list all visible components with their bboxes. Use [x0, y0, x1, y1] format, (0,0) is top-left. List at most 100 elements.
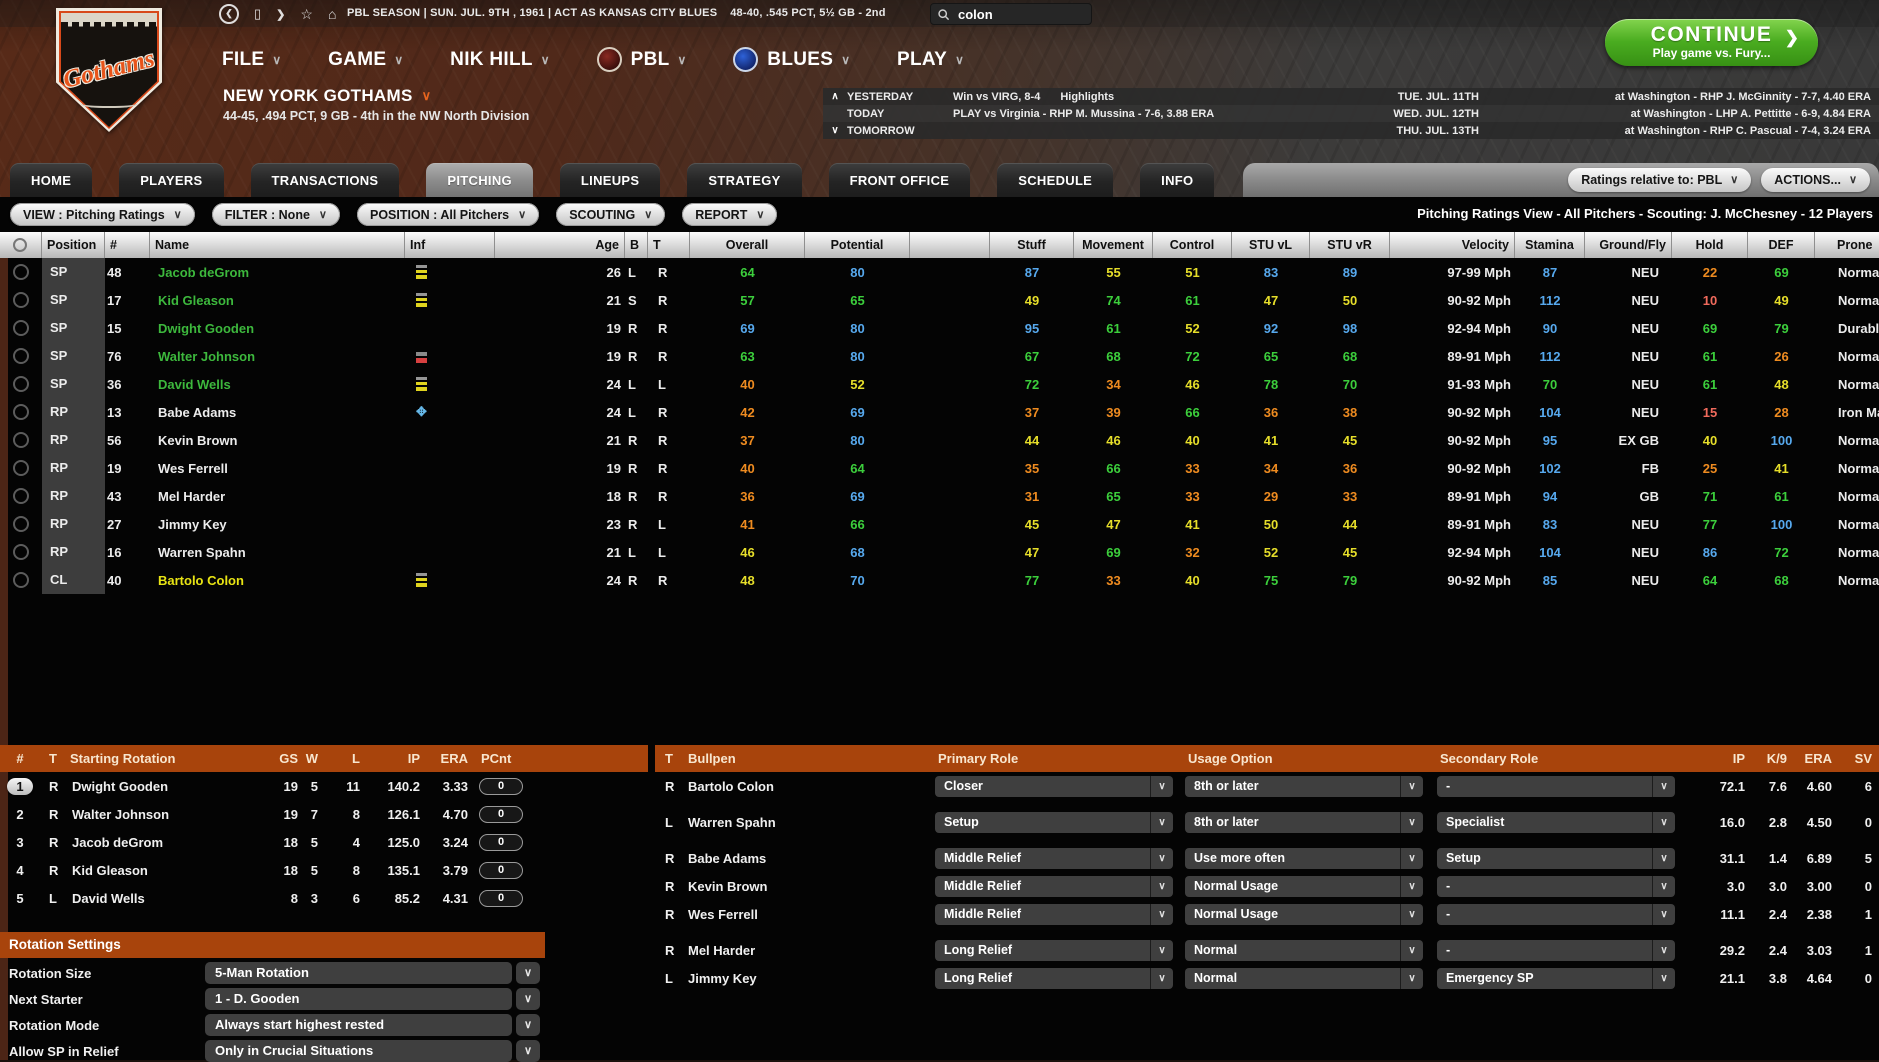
rotation-slot-number[interactable]: 4	[16, 862, 24, 878]
table-row[interactable]: RP 13 Babe Adams 24 L R 42 69 37 39 66 3…	[0, 398, 1879, 426]
player-name[interactable]: Babe Adams	[688, 850, 767, 866]
filter-dropdown-button[interactable]: FILTER : None	[211, 203, 340, 226]
column-header[interactable]: Movement	[1074, 232, 1153, 258]
column-header[interactable]: Age	[495, 232, 625, 258]
tab[interactable]: HOME	[10, 163, 93, 197]
rotation-slot-number[interactable]: 1	[7, 777, 33, 795]
player-name[interactable]: Warren Spahn	[158, 544, 246, 560]
row-select-radio[interactable]	[13, 264, 29, 280]
filter-dropdown-button[interactable]: VIEW : Pitching Ratings	[10, 203, 195, 226]
chevron-down-icon[interactable]	[516, 1040, 540, 1062]
table-row[interactable]: RP 19 Wes Ferrell 19 R R 40 64 35 66 33 …	[0, 454, 1879, 482]
column-header[interactable]: STU vR	[1310, 232, 1390, 258]
column-header[interactable]: Hold	[1672, 232, 1748, 258]
rotation-slot-number[interactable]: 2	[16, 806, 24, 822]
column-header[interactable]: Position	[42, 232, 105, 258]
tab[interactable]: SCHEDULE	[997, 163, 1114, 197]
column-header[interactable]	[0, 232, 42, 258]
bullpen-row[interactable]: R Wes Ferrell Middle Relief Normal Usage…	[655, 900, 1879, 928]
player-name[interactable]: Jimmy Key	[158, 516, 227, 532]
usage-option-dropdown[interactable]: 8th or later	[1185, 811, 1423, 833]
usage-option-dropdown[interactable]: Use more often	[1185, 847, 1423, 869]
primary-role-dropdown[interactable]: Middle Relief	[935, 903, 1173, 925]
row-select-radio[interactable]	[13, 488, 29, 504]
table-row[interactable]: SP 17 Kid Gleason 21 S R 57 65 49 74 61 …	[0, 286, 1879, 314]
primary-role-dropdown[interactable]: Middle Relief	[935, 847, 1173, 869]
secondary-role-dropdown[interactable]: -	[1437, 875, 1675, 897]
table-row[interactable]: SP 36 David Wells 24 L L 40 52 72 34 46 …	[0, 370, 1879, 398]
table-row[interactable]: RP 56 Kevin Brown 21 R R 37 80 44 46 40 …	[0, 426, 1879, 454]
bullpen-row[interactable]: R Bartolo Colon Closer 8th or later - 72…	[655, 772, 1879, 800]
player-name[interactable]: Kevin Brown	[158, 432, 238, 448]
column-header[interactable]: Inf	[405, 232, 495, 258]
row-select-radio[interactable]	[13, 516, 29, 532]
menu-item[interactable]: PLAY	[897, 49, 964, 71]
highlights-link[interactable]: Highlights	[1060, 90, 1115, 103]
bullpen-row[interactable]: R Babe Adams Middle Relief Use more ofte…	[655, 844, 1879, 872]
row-select-radio[interactable]	[13, 292, 29, 308]
column-header[interactable]: Potential	[805, 232, 910, 258]
chevron-down-icon[interactable]	[516, 988, 540, 1010]
bullpen-row[interactable]: L Jimmy Key Long Relief Normal Emergency…	[655, 964, 1879, 992]
player-name[interactable]: Bartolo Colon	[688, 778, 774, 794]
row-select-radio[interactable]	[13, 572, 29, 588]
player-name[interactable]: Wes Ferrell	[158, 460, 228, 476]
tab[interactable]: PITCHING	[426, 163, 533, 197]
column-header[interactable]: Velocity	[1390, 232, 1515, 258]
star-icon[interactable]	[300, 6, 313, 23]
player-name[interactable]: Kid Gleason	[158, 292, 234, 308]
player-name[interactable]: David Wells	[158, 376, 231, 392]
pitch-count-input[interactable]: 0	[479, 805, 523, 823]
scroll-arrow-icon[interactable]: ∨	[831, 125, 839, 136]
home-icon[interactable]	[328, 6, 336, 22]
continue-button[interactable]: CONTINUE Play game vs. Fury...	[1605, 19, 1818, 66]
player-name[interactable]: Mel Harder	[158, 488, 226, 504]
filter-dropdown-button[interactable]: POSITION : All Pitchers	[356, 203, 540, 226]
column-header[interactable]: Name	[150, 232, 405, 258]
table-row[interactable]: CL 40 Bartolo Colon 24 R R 48 70 77 33 4…	[0, 566, 1879, 594]
secondary-role-dropdown[interactable]: -	[1437, 903, 1675, 925]
primary-role-dropdown[interactable]: Middle Relief	[935, 875, 1173, 897]
column-header[interactable]: Stamina	[1515, 232, 1585, 258]
ratings-relative-button[interactable]: Ratings relative to: PBL	[1568, 168, 1752, 192]
schedule-row[interactable]: ∧ YESTERDAY Win vs VIRG, 8-4 Highlights T…	[823, 88, 1879, 105]
rotation-row[interactable]: 2 R Walter Johnson 19 7 8 126.1 4.70 0	[0, 800, 648, 828]
chevron-down-icon[interactable]	[516, 962, 540, 984]
card-icon[interactable]	[254, 6, 261, 22]
forward-icon[interactable]	[276, 8, 285, 21]
row-select-radio[interactable]	[13, 348, 29, 364]
primary-role-dropdown[interactable]: Long Relief	[935, 967, 1173, 989]
column-header[interactable]: Control	[1153, 232, 1232, 258]
rotation-slot-number[interactable]: 3	[16, 834, 24, 850]
tab[interactable]: FRONT OFFICE	[828, 163, 971, 197]
usage-option-dropdown[interactable]: Normal	[1185, 939, 1423, 961]
tab[interactable]: LINEUPS	[559, 163, 661, 197]
table-row[interactable]: SP 48 Jacob deGrom 26 L R 64 80 87 55 51…	[0, 258, 1879, 286]
filter-dropdown-button[interactable]: SCOUTING	[556, 203, 666, 226]
rotation-row[interactable]: 3 R Jacob deGrom 18 5 4 125.0 3.24 0	[0, 828, 648, 856]
search-box[interactable]	[930, 3, 1092, 25]
secondary-role-dropdown[interactable]: Specialist	[1437, 811, 1675, 833]
column-header[interactable]	[910, 232, 990, 258]
player-name[interactable]: Wes Ferrell	[688, 906, 758, 922]
player-name[interactable]: Jacob deGrom	[72, 834, 164, 850]
rotation-row[interactable]: 1 R Dwight Gooden 19 5 11 140.2 3.33 0	[0, 772, 648, 800]
player-name[interactable]: Walter Johnson	[158, 348, 256, 364]
player-name[interactable]: David Wells	[72, 890, 145, 906]
secondary-role-dropdown[interactable]: -	[1437, 939, 1675, 961]
column-header[interactable]: Stuff	[990, 232, 1074, 258]
back-icon[interactable]	[219, 4, 239, 24]
chevron-down-icon[interactable]	[516, 1014, 540, 1036]
filter-dropdown-button[interactable]: REPORT	[682, 203, 778, 226]
pitch-count-input[interactable]: 0	[479, 889, 523, 907]
row-select-radio[interactable]	[13, 432, 29, 448]
search-input[interactable]	[956, 5, 1070, 23]
column-header[interactable]: DEF	[1748, 232, 1815, 258]
column-header[interactable]: Ground/Fly	[1585, 232, 1672, 258]
rotation-row[interactable]: 5 L David Wells 8 3 6 85.2 4.31 0	[0, 884, 648, 912]
rotation-row[interactable]: 4 R Kid Gleason 18 5 8 135.1 3.79 0	[0, 856, 648, 884]
setting-dropdown[interactable]: Only in Crucial Situations	[205, 1040, 512, 1062]
row-select-radio[interactable]	[13, 404, 29, 420]
usage-option-dropdown[interactable]: 8th or later	[1185, 775, 1423, 797]
menu-item[interactable]: GAME	[328, 49, 403, 71]
